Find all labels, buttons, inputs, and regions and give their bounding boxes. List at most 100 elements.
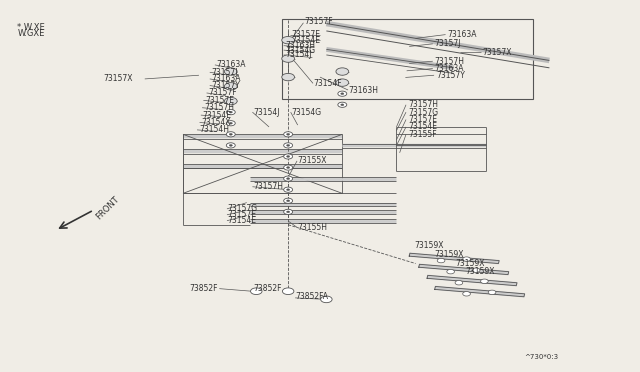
- Circle shape: [455, 280, 463, 285]
- Text: 73157E: 73157E: [291, 30, 321, 39]
- Circle shape: [282, 73, 294, 81]
- Text: * W.XE: * W.XE: [17, 23, 45, 32]
- Text: 73163A: 73163A: [435, 64, 464, 73]
- Text: 73157H: 73157H: [408, 100, 438, 109]
- Text: 73157H: 73157H: [435, 57, 465, 66]
- Circle shape: [282, 36, 294, 44]
- Text: 73157G: 73157G: [408, 108, 438, 117]
- Circle shape: [340, 104, 344, 106]
- Circle shape: [338, 102, 347, 108]
- Circle shape: [284, 209, 292, 214]
- Circle shape: [488, 290, 496, 295]
- Polygon shape: [409, 253, 499, 263]
- Circle shape: [284, 132, 292, 137]
- Circle shape: [336, 68, 349, 75]
- Text: 73154G: 73154G: [285, 46, 315, 55]
- Text: 73157X: 73157X: [103, 74, 133, 83]
- Text: 73157J: 73157J: [212, 68, 238, 77]
- Text: 73163H: 73163H: [349, 86, 379, 94]
- Circle shape: [250, 288, 262, 295]
- Text: 73154X: 73154X: [202, 118, 231, 127]
- Text: FRONT: FRONT: [94, 195, 120, 221]
- Circle shape: [229, 122, 232, 124]
- Polygon shape: [435, 286, 525, 297]
- Text: 73154J: 73154J: [253, 108, 280, 117]
- Text: 73157F: 73157F: [209, 89, 237, 97]
- Text: 73163H: 73163H: [285, 41, 315, 50]
- Text: 73159X: 73159X: [465, 267, 495, 276]
- Text: 73154J: 73154J: [285, 51, 312, 60]
- Circle shape: [229, 111, 232, 113]
- Text: 73154E: 73154E: [228, 216, 257, 225]
- Polygon shape: [427, 275, 517, 286]
- Text: 73852FA: 73852FA: [296, 292, 329, 301]
- Text: 73157E: 73157E: [205, 96, 234, 105]
- Circle shape: [227, 110, 236, 115]
- Circle shape: [287, 211, 290, 213]
- Circle shape: [227, 121, 236, 126]
- Text: 73159X: 73159X: [414, 241, 444, 250]
- Text: ^730*0:3: ^730*0:3: [524, 353, 558, 360]
- Circle shape: [287, 134, 290, 135]
- Circle shape: [284, 176, 292, 181]
- Circle shape: [287, 189, 290, 190]
- Text: 73159X: 73159X: [435, 250, 464, 259]
- Text: 73157G: 73157G: [228, 204, 258, 214]
- Text: 73157E: 73157E: [228, 210, 257, 219]
- Circle shape: [287, 178, 290, 180]
- Circle shape: [284, 143, 292, 148]
- Text: 73154E: 73154E: [291, 36, 321, 45]
- Circle shape: [229, 134, 232, 135]
- Circle shape: [338, 91, 347, 96]
- Text: 73154H: 73154H: [199, 125, 229, 134]
- Text: 73157Y: 73157Y: [436, 71, 465, 80]
- Text: 73155H: 73155H: [298, 223, 328, 232]
- Circle shape: [340, 93, 344, 94]
- Text: 73157H: 73157H: [253, 182, 283, 191]
- Circle shape: [437, 259, 445, 263]
- Circle shape: [284, 165, 292, 170]
- Text: 73154E: 73154E: [408, 122, 437, 131]
- Text: 73155X: 73155X: [298, 156, 327, 166]
- Text: 73157Y: 73157Y: [212, 81, 241, 90]
- Text: 73163A: 73163A: [447, 30, 477, 39]
- Circle shape: [225, 68, 237, 75]
- Circle shape: [284, 198, 292, 203]
- Bar: [282, 19, 534, 99]
- Circle shape: [336, 79, 349, 86]
- Text: W.GXE: W.GXE: [17, 29, 45, 38]
- Text: 73155F: 73155F: [408, 130, 436, 139]
- Circle shape: [227, 132, 236, 137]
- Text: 73154E: 73154E: [203, 110, 232, 120]
- Circle shape: [282, 288, 294, 295]
- Text: 73157X: 73157X: [483, 48, 512, 57]
- Circle shape: [287, 167, 290, 169]
- Circle shape: [321, 296, 332, 303]
- Circle shape: [225, 97, 237, 105]
- Circle shape: [463, 257, 470, 261]
- Text: 73163A: 73163A: [212, 74, 241, 83]
- Circle shape: [227, 143, 236, 148]
- Circle shape: [229, 144, 232, 146]
- Circle shape: [284, 154, 292, 159]
- Polygon shape: [419, 264, 509, 275]
- Circle shape: [287, 200, 290, 202]
- Circle shape: [447, 269, 454, 274]
- Circle shape: [287, 155, 290, 157]
- Circle shape: [284, 187, 292, 192]
- Circle shape: [463, 292, 470, 296]
- Text: 73163A: 73163A: [217, 60, 246, 70]
- Text: 73157E: 73157E: [408, 115, 437, 124]
- Text: 73157J: 73157J: [435, 39, 461, 48]
- Circle shape: [225, 83, 237, 90]
- Circle shape: [481, 279, 488, 283]
- Text: 73157F: 73157F: [304, 17, 333, 26]
- Text: 73154G: 73154G: [291, 108, 321, 117]
- Text: 73154F: 73154F: [314, 79, 342, 88]
- Circle shape: [282, 55, 294, 62]
- Circle shape: [472, 268, 480, 272]
- Text: 73852F: 73852F: [189, 284, 218, 293]
- Text: 73159X: 73159X: [455, 259, 484, 268]
- Text: 73852F: 73852F: [253, 284, 282, 293]
- Text: 73157H: 73157H: [204, 103, 234, 112]
